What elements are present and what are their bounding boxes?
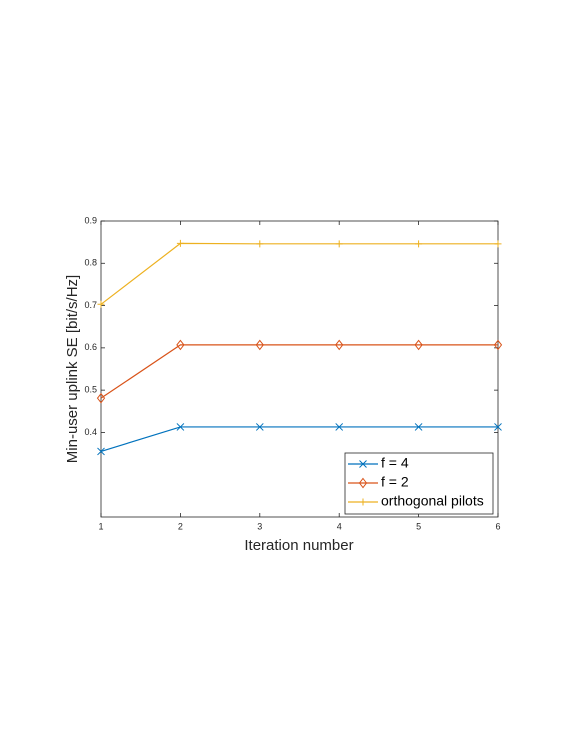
y-tick-label: 0.9 bbox=[84, 215, 97, 225]
series-line bbox=[100, 344, 498, 399]
x-tick-label: 1 bbox=[98, 521, 103, 531]
data-point bbox=[335, 339, 344, 351]
data-point bbox=[255, 423, 264, 431]
data-point bbox=[414, 423, 423, 431]
x-tick-label: 6 bbox=[495, 521, 500, 531]
series-line bbox=[100, 242, 498, 305]
data-point bbox=[335, 423, 344, 431]
y-tick-label: 0.4 bbox=[84, 427, 97, 437]
x-tick-label: 5 bbox=[416, 521, 421, 531]
x-axis-label: Iteration number bbox=[244, 537, 353, 554]
data-point bbox=[176, 423, 185, 431]
data-point bbox=[255, 339, 264, 351]
series-line bbox=[100, 426, 498, 453]
data-point bbox=[176, 339, 185, 351]
legend-label: f = 4 bbox=[381, 455, 409, 471]
x-tick-label: 3 bbox=[257, 521, 262, 531]
y-tick-label: 0.8 bbox=[84, 258, 97, 268]
y-tick-label: 0.7 bbox=[84, 300, 97, 310]
data-point bbox=[335, 240, 343, 248]
legend-label: f = 2 bbox=[381, 474, 409, 490]
y-tick-label: 0.6 bbox=[84, 342, 97, 352]
data-point bbox=[256, 240, 264, 248]
data-point bbox=[96, 392, 106, 404]
data-point bbox=[176, 239, 184, 247]
data-point bbox=[494, 423, 502, 431]
data-point bbox=[97, 447, 105, 456]
legend-marker bbox=[359, 460, 367, 468]
x-tick-label: 4 bbox=[337, 521, 342, 531]
data-point bbox=[414, 339, 423, 351]
y-axis-label: Min-user uplink SE [bit/s/Hz] bbox=[64, 275, 81, 463]
data-point bbox=[493, 339, 503, 351]
legend-marker bbox=[358, 477, 368, 489]
data-point bbox=[415, 240, 423, 248]
x-tick-label: 2 bbox=[178, 521, 183, 531]
y-tick-label: 0.5 bbox=[84, 385, 97, 395]
legend-label: orthogonal pilots bbox=[381, 493, 484, 509]
data-point bbox=[494, 240, 502, 248]
legend-marker bbox=[359, 498, 367, 506]
data-point bbox=[97, 300, 105, 308]
